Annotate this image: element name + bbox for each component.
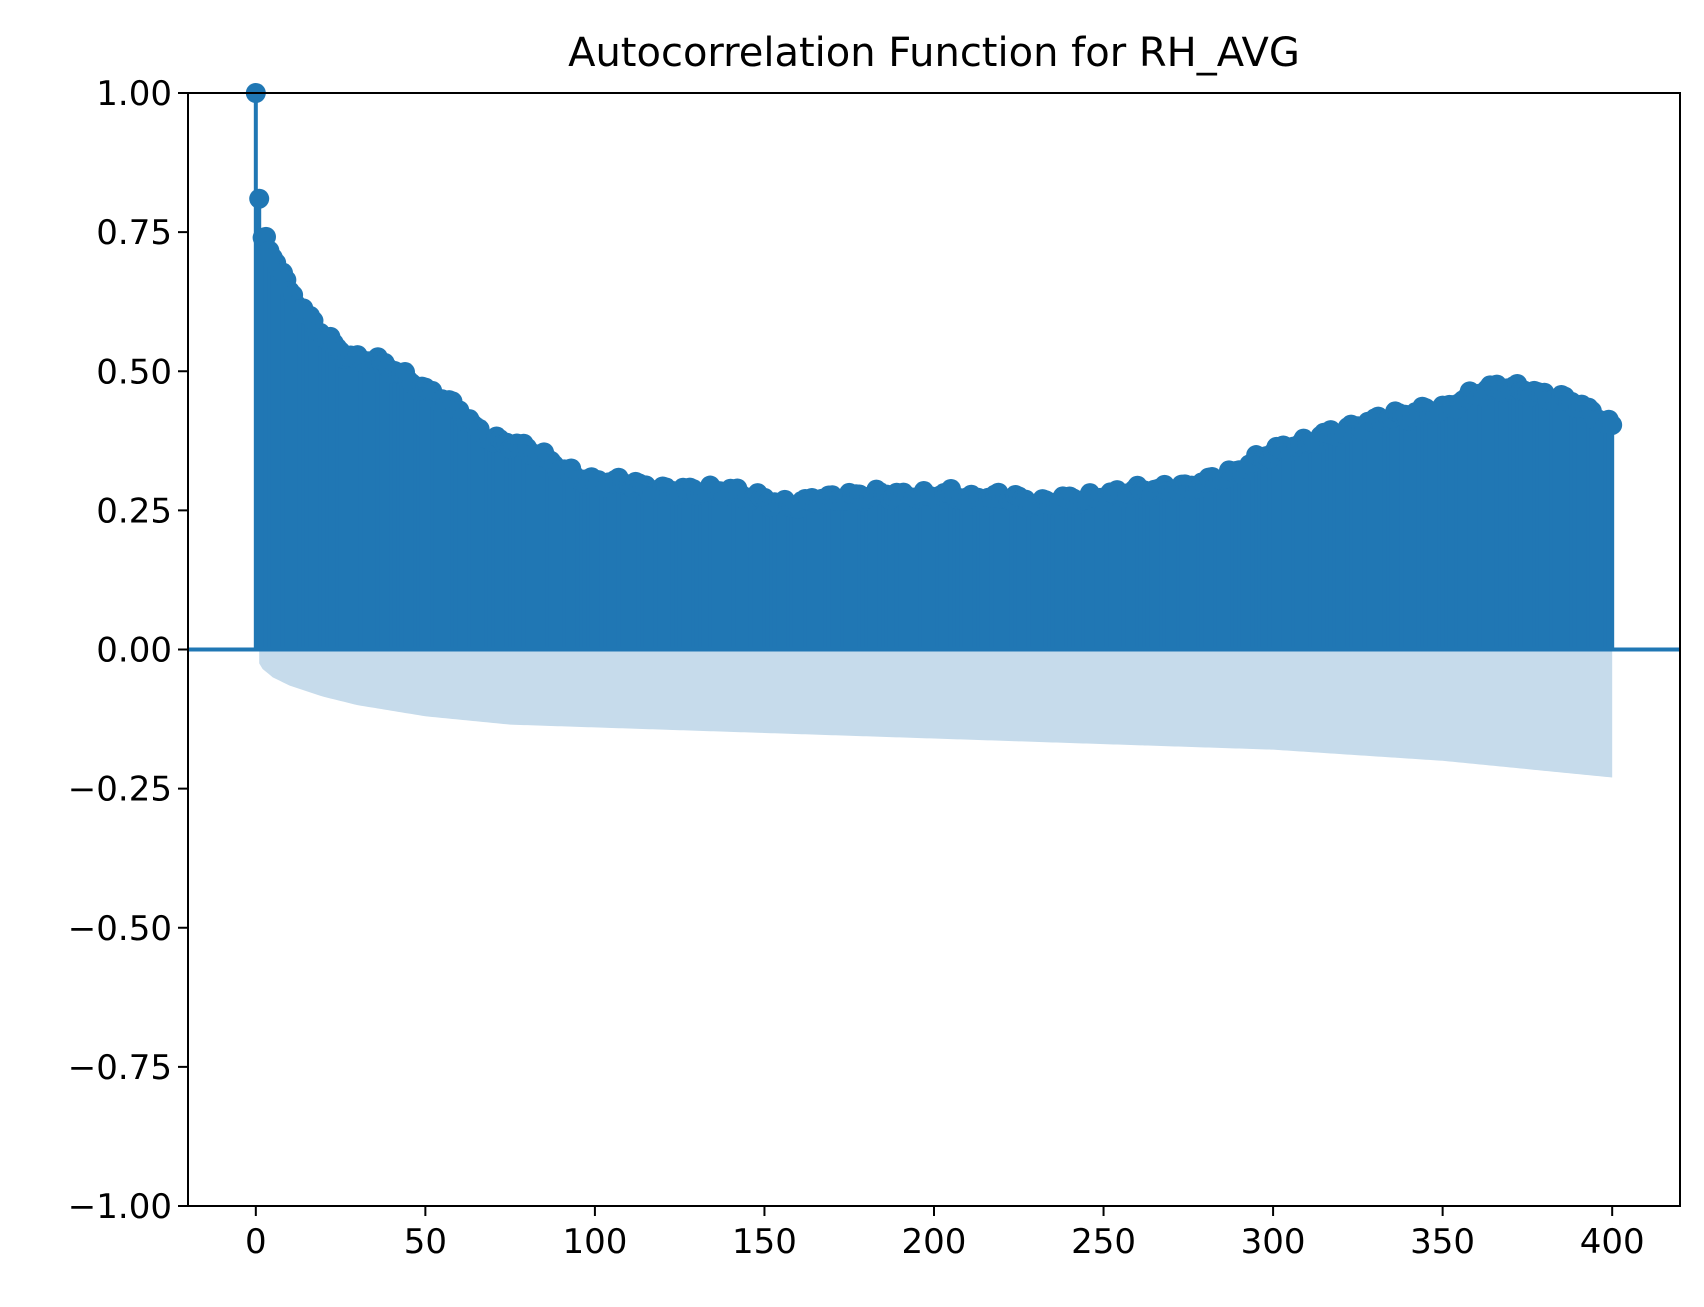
x-tick-label: 250 xyxy=(1071,1222,1136,1262)
x-axis-ticks: 0 50 100 150 200 250 300 350 400 xyxy=(245,1206,1645,1262)
x-tick-label: 0 xyxy=(245,1222,267,1262)
y-tick-label: 0.00 xyxy=(96,631,172,671)
y-axis-ticks: 1.00 0.75 0.50 0.25 0.00 −0.25 −0.50 −0.75 −1.00 xyxy=(68,74,188,1227)
x-tick-label: 150 xyxy=(732,1222,797,1262)
y-tick-label: −0.50 xyxy=(68,909,172,949)
y-tick-label: 0.50 xyxy=(96,352,172,392)
acf-stems-layer xyxy=(253,93,1615,650)
y-tick-label: 1.00 xyxy=(96,74,172,114)
y-tick-label: −1.00 xyxy=(68,1187,172,1227)
acf-marker xyxy=(1602,414,1623,435)
x-tick-label: 300 xyxy=(1241,1222,1306,1262)
x-tick-label: 100 xyxy=(562,1222,627,1262)
y-tick-label: −0.25 xyxy=(68,770,172,810)
acf-marker xyxy=(249,188,270,209)
acf-markers-layer xyxy=(245,83,1623,519)
x-tick-label: 200 xyxy=(902,1222,967,1262)
y-tick-label: −0.75 xyxy=(68,1048,172,1088)
x-tick-label: 50 xyxy=(404,1222,447,1262)
y-tick-label: 0.25 xyxy=(96,491,172,531)
x-tick-label: 400 xyxy=(1580,1222,1645,1262)
x-tick-label: 350 xyxy=(1410,1222,1475,1262)
chart-title: Autocorrelation Function for RH_AVG xyxy=(568,30,1300,76)
y-tick-label: 0.75 xyxy=(96,213,172,253)
